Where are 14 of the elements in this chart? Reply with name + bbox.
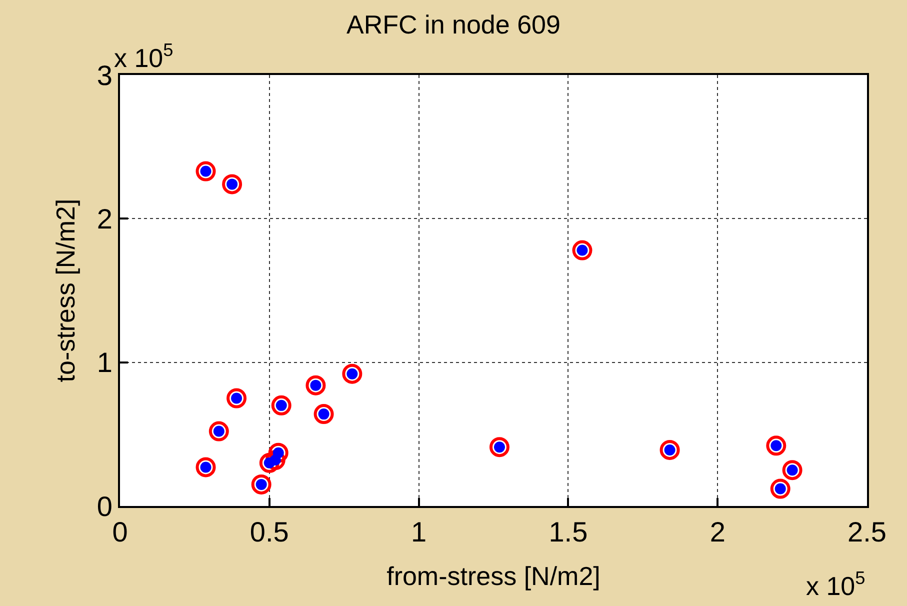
- x-tick-label: 1.5: [548, 516, 588, 548]
- x-tick-label: 0.5: [250, 516, 289, 548]
- x-axis-title: from-stress [N/m2]: [386, 560, 600, 591]
- text: x 10$^{5}$: [114, 40, 174, 73]
- y-axis-title: to-stress [N/m2]: [50, 198, 81, 382]
- y-tick-label: 0: [96, 490, 112, 522]
- x-tick-label: 2.5: [848, 516, 886, 548]
- x-tick-label: 2: [710, 516, 726, 548]
- y-tick-label: 2: [96, 203, 112, 234]
- chart-title: ARFC in node 609: [346, 9, 560, 40]
- text: x 10$^{5}$: [806, 568, 866, 601]
- y-tick-label: 3: [96, 60, 112, 91]
- y-tick-label: 1: [96, 347, 112, 378]
- x-tick-label: 1: [411, 516, 427, 548]
